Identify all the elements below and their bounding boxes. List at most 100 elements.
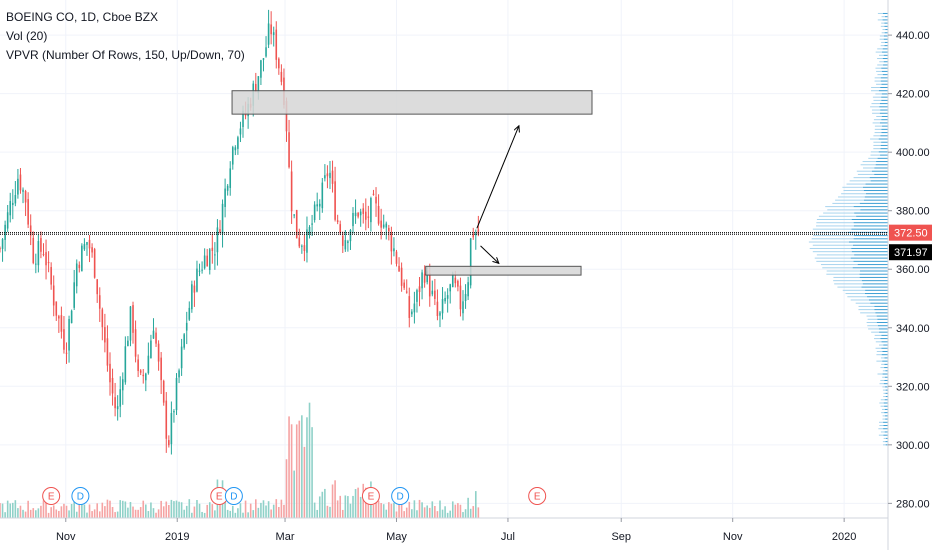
volume-bar: [293, 470, 295, 518]
vpvr-bar-up: [878, 90, 888, 92]
vpvr-bar-up: [862, 283, 888, 285]
volume-bar: [139, 507, 142, 518]
candle-body: [318, 203, 321, 207]
vpvr-bar-up: [877, 318, 888, 320]
candles: [0, 9, 480, 455]
volume-bar: [280, 499, 283, 518]
vpvr-bar-down: [842, 186, 863, 188]
candle-body: [47, 262, 50, 264]
candle-body: [226, 185, 229, 191]
candle-body: [237, 137, 239, 149]
legend-symbol[interactable]: BOEING CO, 1D, Cboe BZX: [6, 10, 159, 24]
vpvr-bar-down: [880, 357, 885, 359]
volume-bar: [160, 500, 162, 518]
vpvr-bar-up: [884, 45, 888, 47]
vpvr-bar-up: [881, 132, 888, 134]
legend-vpvr[interactable]: VPVR (Number Of Rows, 150, Up/Down, 70): [6, 48, 245, 62]
vpvr-bar-up: [882, 360, 888, 362]
vpvr-bar-up: [881, 341, 888, 343]
volume-bar: [288, 416, 290, 518]
vpvr-bar-down: [882, 418, 886, 420]
candle-body: [413, 303, 416, 313]
vpvr-bar-up: [864, 196, 888, 198]
vpvr-bar-down: [875, 51, 882, 53]
vpvr-bar-up: [868, 299, 888, 301]
volume-bar: [405, 507, 408, 518]
vpvr-bar-up: [879, 112, 888, 114]
candle-body: [152, 330, 155, 339]
volume-bar: [472, 506, 475, 518]
candle-body: [208, 249, 211, 271]
current-price-label: 371.97: [894, 247, 928, 259]
volume-bar: [1, 503, 4, 518]
vpvr-bar-down: [876, 70, 882, 72]
volume-bar: [352, 495, 354, 518]
vpvr-bar-down: [879, 61, 884, 63]
vpvr-bar-up: [882, 48, 888, 50]
candle-body: [423, 273, 426, 283]
candle-body: [364, 211, 367, 220]
candle-body: [472, 234, 475, 238]
candle-body: [462, 301, 464, 314]
vpvr-bar-up: [885, 386, 888, 388]
volume-bar: [35, 510, 37, 518]
candle-body: [421, 272, 423, 289]
candle-body: [474, 233, 477, 236]
candle-body: [196, 268, 198, 292]
volume-bar: [137, 509, 139, 518]
zone-rectangle: [231, 90, 593, 115]
candle-body: [411, 311, 413, 315]
vpvr-bar-down: [814, 231, 848, 233]
candle-body: [234, 147, 237, 151]
vpvr-bar-up: [861, 280, 888, 282]
candle-body: [408, 296, 411, 318]
vpvr-bar-up: [853, 222, 888, 224]
candle-body: [96, 279, 99, 295]
volume-bar: [127, 507, 129, 518]
volume-bar: [9, 503, 12, 518]
vpvr-bar-down: [837, 196, 865, 198]
candle-body: [436, 301, 439, 316]
candle-body: [70, 310, 73, 324]
volume-bar: [55, 509, 58, 518]
vpvr-bar-up: [885, 444, 888, 446]
vpvr-bar-up: [879, 103, 888, 105]
candle-body: [27, 199, 29, 225]
candle-body: [398, 265, 400, 272]
candle-body: [134, 329, 137, 357]
volume-bar: [86, 512, 88, 518]
volume-bar: [303, 446, 306, 518]
vpvr-bar-up: [885, 392, 888, 394]
volume-bar: [91, 511, 93, 518]
candle-body: [139, 370, 142, 373]
trend-arrows[interactable]: [476, 126, 519, 264]
candle-body: [347, 241, 349, 244]
x-tick-label: 2020: [832, 531, 856, 543]
vpvr-bar-up: [863, 199, 888, 201]
vpvr-bar-down: [820, 264, 858, 266]
candle-body: [301, 245, 303, 247]
vpvr-bar-down: [857, 173, 875, 175]
candle-body: [331, 170, 334, 184]
vpvr-bar-down: [866, 322, 877, 324]
candle-body: [119, 389, 122, 407]
vpvr-bar-down: [876, 83, 882, 85]
volume-bar: [63, 503, 65, 518]
candle-body: [162, 380, 165, 403]
volume-bar: [70, 503, 73, 518]
candle-body: [91, 247, 93, 253]
volume-bar: [431, 501, 434, 518]
vpvr-bar-down: [825, 206, 854, 208]
zones[interactable]: [231, 90, 593, 276]
vpvr-bar-up: [854, 254, 888, 256]
vpvr-bar-down: [833, 276, 860, 278]
vpvr-bar-up: [882, 350, 888, 352]
legend-volume[interactable]: Vol (20): [6, 29, 48, 43]
vpvr-bar-up: [880, 148, 888, 150]
volume-bar: [380, 503, 382, 518]
vpvr-bar-down: [879, 54, 884, 56]
